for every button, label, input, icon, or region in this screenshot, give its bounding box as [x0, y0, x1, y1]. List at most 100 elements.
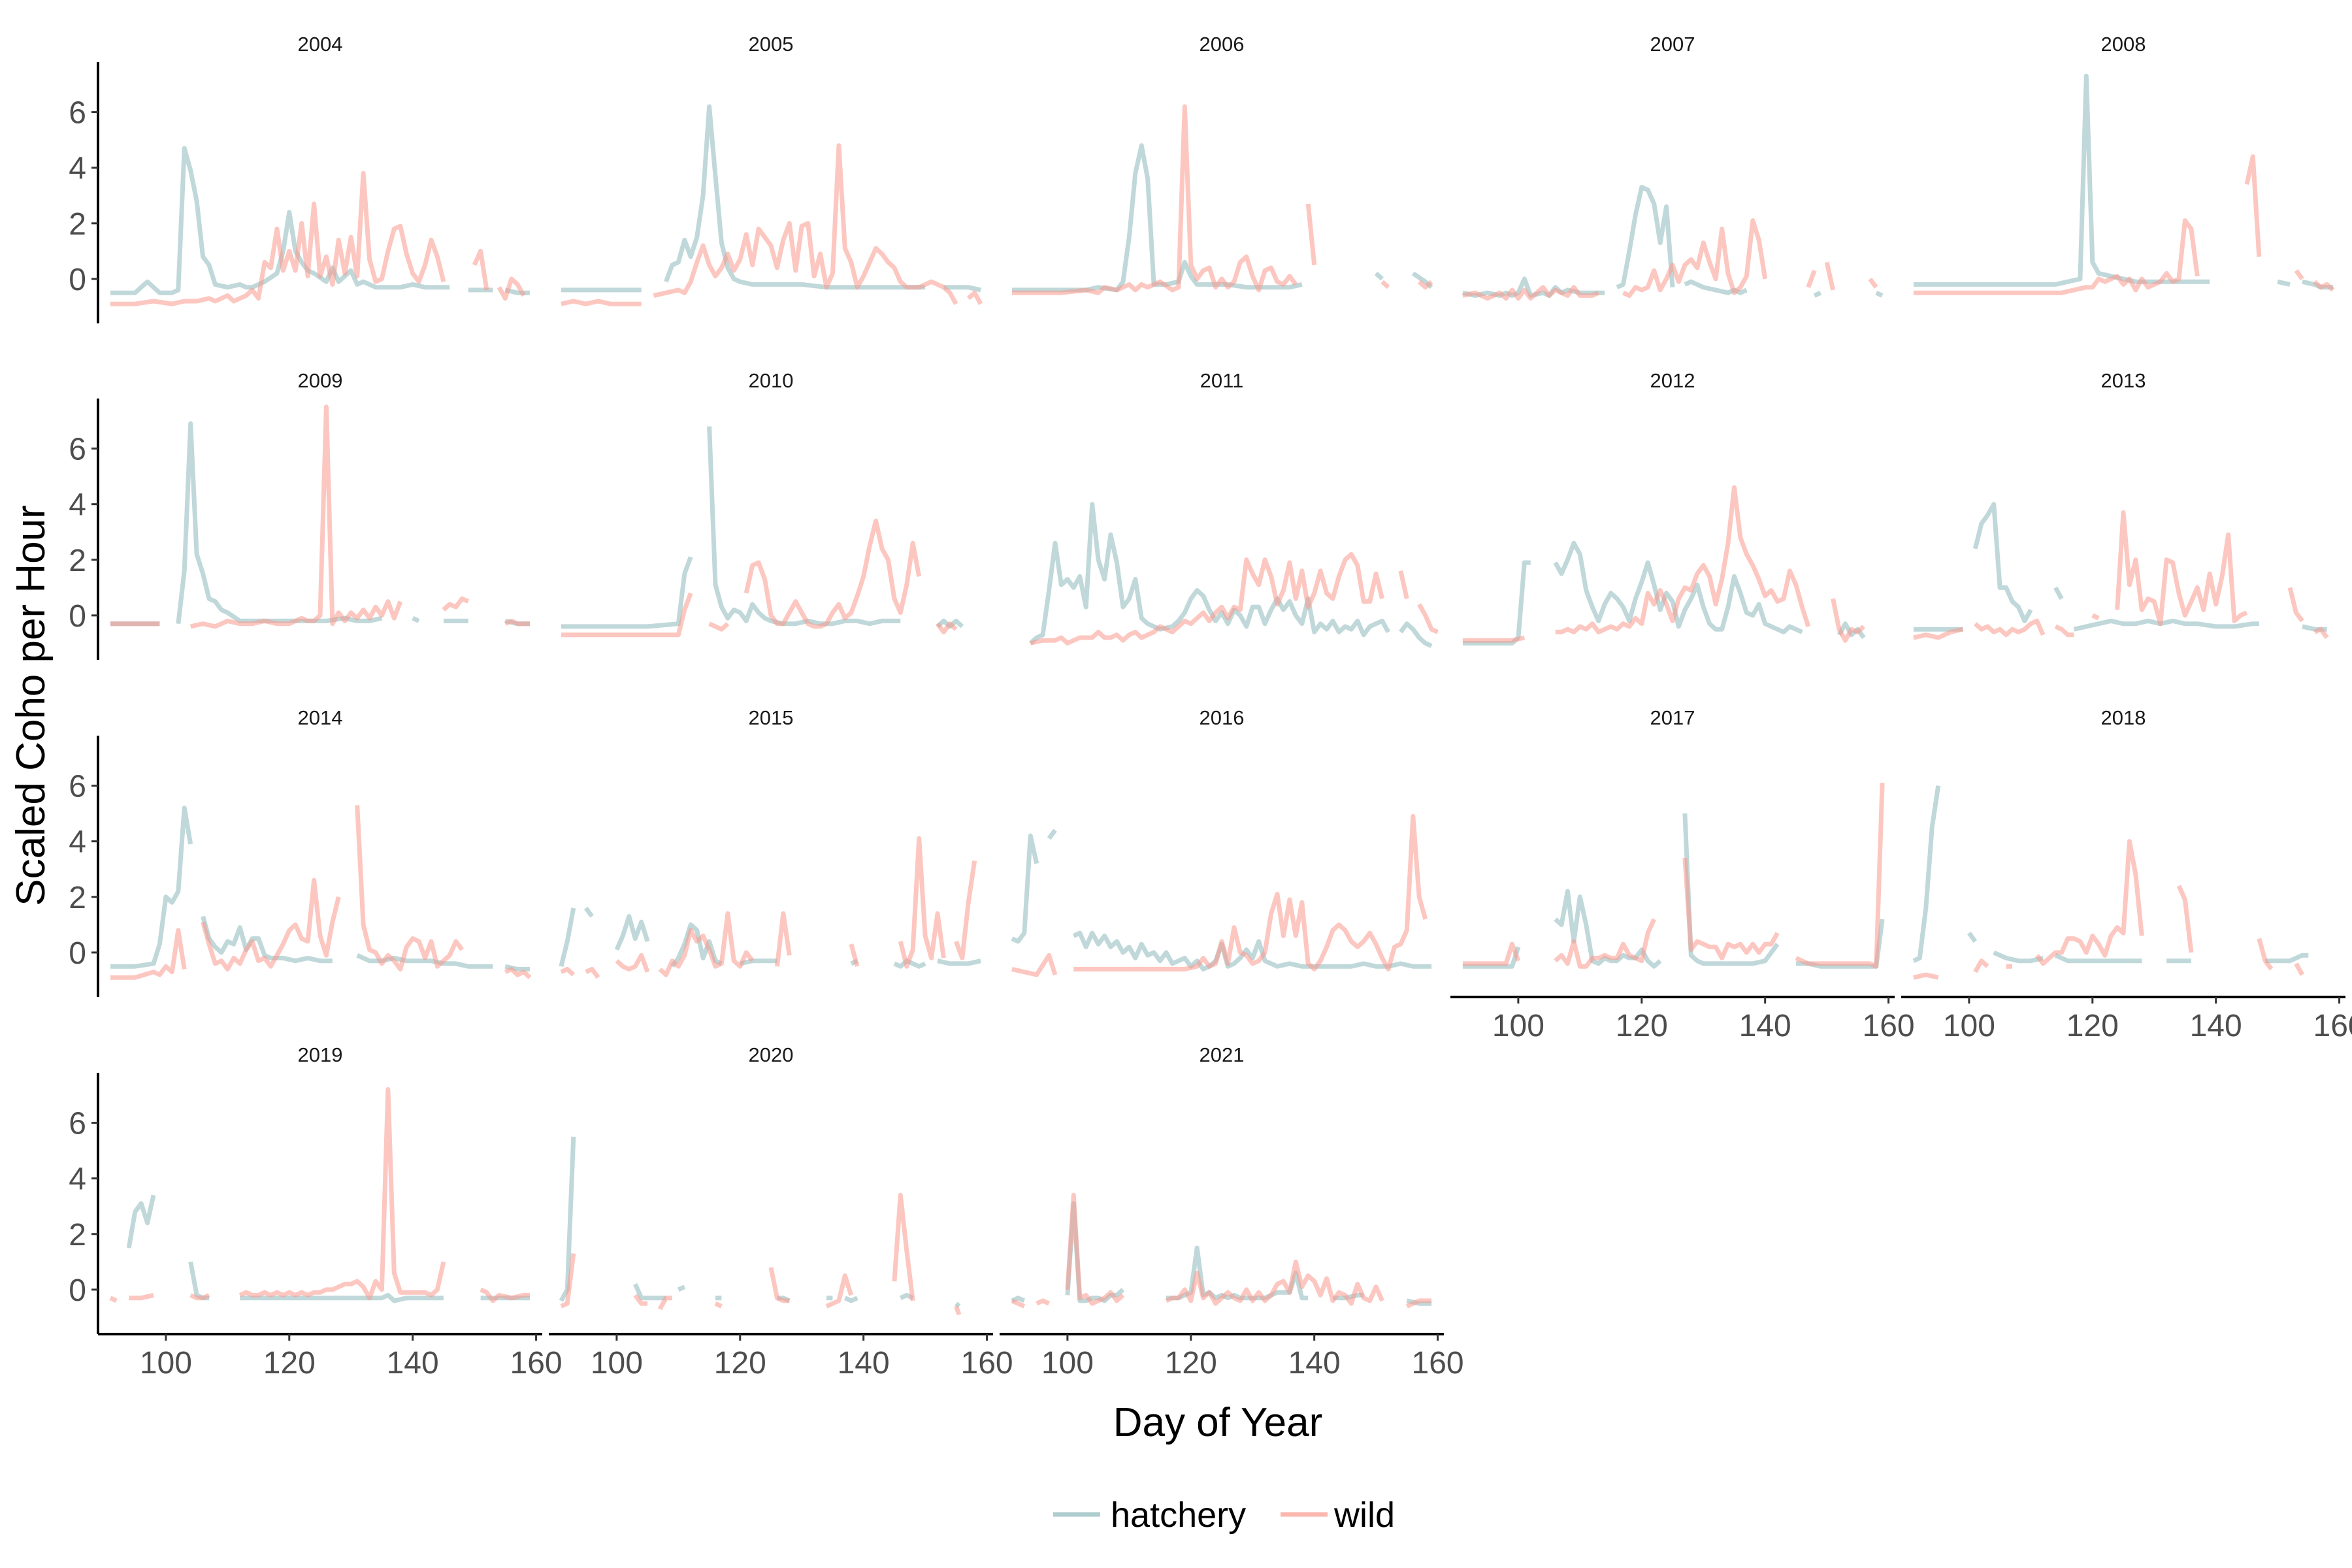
- panel-2012: 2012: [1462, 369, 1866, 645]
- series-line-hatchery: [1462, 185, 1884, 298]
- x-tick-label: 100: [1041, 1346, 1094, 1380]
- legend-label-wild: wild: [1333, 1495, 1395, 1535]
- panel-title: 2011: [1200, 369, 1244, 392]
- series-line-wild: [1030, 551, 1439, 645]
- series-line-wild: [560, 836, 977, 979]
- panel-title: 2018: [2101, 706, 2146, 729]
- panel-2014: 2014 0 2 4 6: [69, 706, 532, 997]
- series-line-wild: [561, 518, 958, 638]
- panel-2013: 2013: [1913, 369, 2329, 640]
- series-line-wild: [1011, 813, 1428, 977]
- panel-title: 2010: [749, 369, 794, 392]
- series-line-wild: [1462, 218, 1878, 301]
- y-tick-label: 0: [69, 1273, 86, 1308]
- x-axis-title: Day of Year: [1113, 1400, 1323, 1445]
- x-tick-label: 160: [1863, 1009, 1915, 1043]
- y-tick-label: 2: [69, 207, 86, 242]
- x-tick-label: 140: [838, 1346, 890, 1380]
- y-tick-label: 0: [69, 599, 86, 634]
- panel-2007: 2007: [1462, 33, 1884, 301]
- legend-label-hatchery: hatchery: [1111, 1495, 1246, 1535]
- series-line-hatchery: [1913, 502, 2327, 632]
- y-tick-label: 4: [69, 825, 86, 860]
- x-tick-label: 160: [961, 1346, 1013, 1380]
- x-tick-label: 160: [510, 1346, 563, 1380]
- y-tick-label: 6: [69, 433, 86, 467]
- x-tick-label: 120: [2066, 1009, 2119, 1043]
- x-tick-label: 140: [387, 1346, 439, 1380]
- x-tick-label: 140: [1288, 1346, 1341, 1380]
- panel-title: 2009: [298, 369, 343, 392]
- y-tick-label: 4: [69, 152, 86, 186]
- panel-title: 2020: [749, 1043, 794, 1066]
- panel-2008: 2008: [1913, 33, 2335, 295]
- x-tick-label: 100: [591, 1346, 643, 1380]
- x-tick-label: 140: [2190, 1009, 2242, 1043]
- x-tick-label: 100: [140, 1346, 192, 1380]
- panel-2009: 2009 0 2 4 6: [69, 369, 531, 660]
- series-line-wild: [110, 805, 532, 980]
- y-tick-label: 0: [69, 936, 86, 971]
- series-line-hatchery: [1912, 785, 2309, 964]
- series-line-wild: [1913, 510, 2329, 640]
- panel-2006: 2006: [1011, 33, 1433, 295]
- panel-2017: 2017 100 120 140 160: [1450, 706, 1915, 1043]
- panel-2018: 2018 100 120 140 160: [1901, 706, 2352, 1043]
- panel-2016: 2016: [1011, 706, 1432, 977]
- series-line-wild: [110, 171, 526, 306]
- panel-title: 2006: [1200, 33, 1245, 56]
- panel-title: 2007: [1650, 33, 1695, 56]
- y-axis-title: Scaled Coho per Hour: [8, 505, 54, 906]
- panel-title: 2015: [749, 706, 794, 729]
- y-tick-label: 0: [69, 263, 86, 297]
- x-tick-label: 120: [1165, 1346, 1217, 1380]
- x-tick-label: 160: [2313, 1009, 2352, 1043]
- panel-2019: 2019 0 2 4 6 100 120 140 160: [69, 1043, 562, 1380]
- y-tick-label: 6: [69, 770, 86, 804]
- panel-title: 2021: [1200, 1043, 1245, 1066]
- series-line-hatchery: [1011, 143, 1433, 293]
- panel-2021: 2021 100 120 140 160: [1000, 1043, 1464, 1380]
- y-tick-label: 2: [69, 881, 86, 915]
- panel-2004: 2004 0 2 4 6: [69, 33, 531, 323]
- y-tick-label: 6: [69, 1107, 86, 1141]
- series-line-wild: [1913, 839, 2304, 980]
- y-tick-label: 2: [69, 1218, 86, 1252]
- series-line-wild: [109, 1087, 531, 1303]
- panel-title: 2019: [298, 1043, 343, 1066]
- y-tick-label: 2: [69, 544, 86, 578]
- x-tick-label: 160: [1412, 1346, 1464, 1380]
- series-line-wild: [1913, 154, 2335, 295]
- series-line-hatchery: [561, 104, 981, 293]
- series-line-wild: [561, 143, 983, 306]
- x-tick-label: 100: [1492, 1009, 1544, 1043]
- panel-title: 2016: [1200, 706, 1245, 729]
- series-line-hatchery: [126, 1194, 531, 1303]
- series-line-wild: [1011, 104, 1433, 295]
- y-tick-label: 6: [69, 96, 86, 131]
- x-tick-label: 140: [1739, 1009, 1791, 1043]
- series-line-wild: [1462, 783, 1885, 969]
- series-line-wild: [110, 404, 531, 629]
- series-line-hatchery: [1913, 73, 2334, 290]
- legend: hatchery wild: [1053, 1495, 1395, 1535]
- series-line-hatchery: [1028, 502, 1433, 648]
- series-line-hatchery: [110, 806, 531, 972]
- panel-2005: 2005: [561, 33, 983, 306]
- series-line-hatchery: [1462, 813, 1885, 969]
- y-tick-label: 4: [69, 488, 86, 523]
- panel-title: 2014: [298, 706, 343, 729]
- panel-2020: 2020 100 120 140 160: [549, 1043, 1013, 1380]
- series-line-wild: [1462, 485, 1866, 643]
- y-tick-label: 4: [69, 1162, 86, 1197]
- panel-title: 2017: [1650, 706, 1695, 729]
- panel-2015: 2015: [559, 706, 981, 979]
- panel-title: 2004: [298, 33, 343, 56]
- panel-title: 2013: [2101, 369, 2146, 392]
- series-line-wild: [1011, 1192, 1432, 1309]
- panel-title: 2005: [749, 33, 794, 56]
- panel-2011: 2011: [1028, 369, 1439, 648]
- x-tick-label: 120: [263, 1346, 316, 1380]
